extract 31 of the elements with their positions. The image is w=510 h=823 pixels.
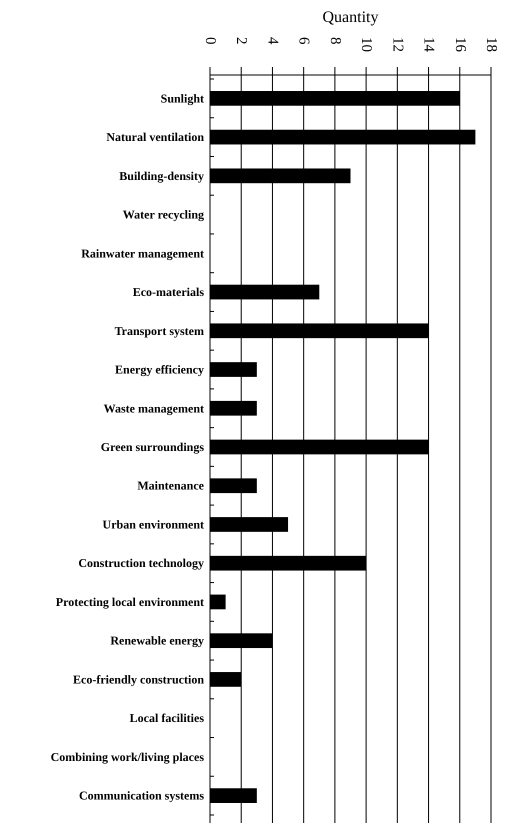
y-tick-label: Water recycling <box>122 208 204 222</box>
y-tick-label: Sunlight <box>160 91 204 106</box>
y-tick-label: Eco-friendly construction <box>73 672 204 686</box>
x-tick-label: 18 <box>483 37 499 52</box>
x-tick-label: 2 <box>233 37 250 44</box>
y-tick-label: Transport system <box>114 324 204 338</box>
x-tick-label: 6 <box>296 37 312 45</box>
y-tick-label: Renewable energy <box>110 634 204 648</box>
y-tick-label: Rainwater management <box>81 246 204 260</box>
x-tick-label: 4 <box>264 37 280 45</box>
y-tick-label: Building-density <box>119 168 204 183</box>
y-tick-label: Communication systems <box>79 788 204 803</box>
y-tick-label: Waste management <box>104 401 204 416</box>
y-tick-label: Maintenance <box>137 478 205 493</box>
y-tick-label: Construction technology <box>78 556 204 570</box>
x-tick-label: 12 <box>389 37 406 52</box>
x-tick-label: 16 <box>452 37 468 52</box>
x-tick-label: 0 <box>202 37 218 44</box>
y-tick-label: Green surroundings <box>100 440 204 454</box>
y-tick-label: Natural ventilation <box>106 130 204 144</box>
y-tick-label: Energy efficiency <box>115 362 204 377</box>
y-tick-label: Local facilities <box>130 711 204 726</box>
x-tick-label: 10 <box>358 37 374 52</box>
y-tick-label: Urban environment <box>102 517 204 532</box>
y-tick-label: Eco-materials <box>132 285 204 300</box>
x-tick-label: 14 <box>420 37 437 52</box>
y-tick-label: Combining work/living places <box>50 750 204 764</box>
y-tick-label: Protecting local environment <box>56 594 204 609</box>
x-axis-title: Quantity <box>322 9 378 26</box>
x-tick-label: 8 <box>326 37 343 44</box>
bar <box>210 594 226 610</box>
